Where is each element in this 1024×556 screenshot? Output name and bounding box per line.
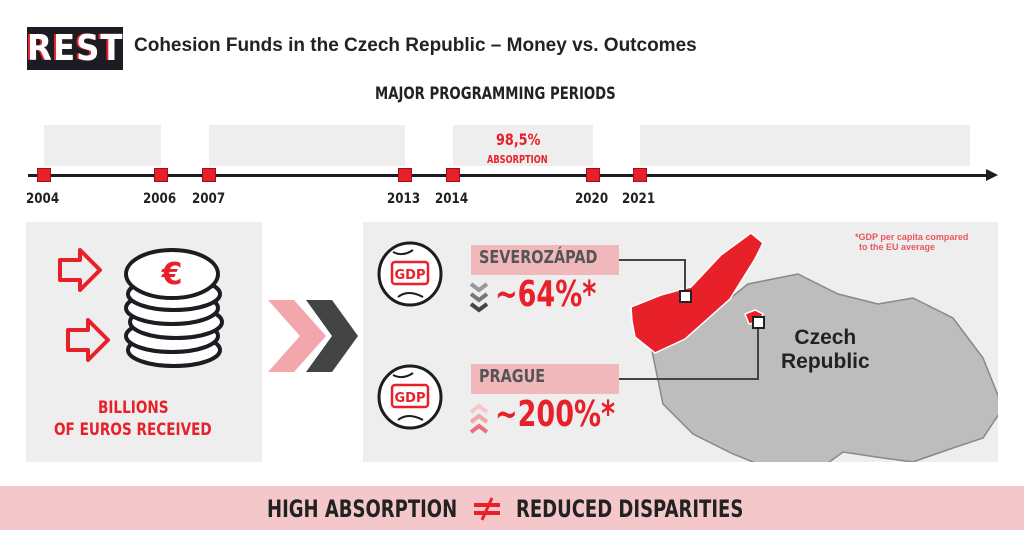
euro-coins-icon: € [58, 248, 224, 368]
czech-map [630, 232, 998, 462]
year-marker [446, 168, 460, 182]
timeline-axis [28, 174, 990, 177]
period-box [44, 125, 161, 166]
year-label: 2007 [192, 191, 226, 207]
footnote: *GDP per capita compared to the EU avera… [855, 232, 969, 252]
arrow-right-icon [58, 248, 110, 362]
outcomes-panel: GDP GDP SEVEROZÁPAD ~64%* PRAGUE ~200%* … [363, 222, 998, 462]
year-marker [154, 168, 168, 182]
period-box [640, 125, 970, 166]
arrow-head-icon [986, 169, 998, 181]
chevron-up-icon [469, 403, 489, 434]
gdp-badge: GDP [395, 391, 426, 406]
region-label-prague: PRAGUE [471, 364, 619, 394]
timeline-heading: MAJOR PROGRAMMING PERIODS [375, 84, 616, 104]
period-box [209, 125, 405, 166]
funds-panel: € BILLIONS OF EUROS RECEIVED [26, 222, 262, 462]
period-box [453, 125, 593, 166]
billions-text: BILLIONS [98, 398, 169, 418]
severozapad-value: ~64%* [495, 274, 597, 315]
not-equal-icon [474, 497, 500, 521]
region-label-severozapad: SEVEROZÁPAD [471, 245, 619, 275]
absorption-value: 98,5% [496, 130, 541, 149]
severozapad-region [630, 232, 764, 354]
chevron-right-icon [268, 300, 358, 372]
year-marker [202, 168, 216, 182]
chevron-down-icon [469, 282, 489, 313]
svg-text:€: € [161, 257, 183, 292]
year-label: 2020 [575, 191, 609, 207]
euros-received-text: OF EUROS RECEIVED [54, 420, 212, 440]
map-label: Czech Republic [781, 326, 870, 373]
gdp-badge: GDP [395, 268, 426, 283]
year-label: 2004 [26, 191, 60, 207]
year-marker [633, 168, 647, 182]
year-label: 2014 [435, 191, 469, 207]
year-marker [398, 168, 412, 182]
prague-value: ~200%* [495, 394, 616, 435]
absorption-label: ABSORPTION [487, 153, 548, 166]
year-label: 2006 [143, 191, 177, 207]
high-absorption-text: HIGH ABSORPTION [267, 495, 458, 523]
conclusion-banner: HIGH ABSORPTION REDUCED DISPARITIES [0, 486, 1024, 530]
year-marker [586, 168, 600, 182]
year-label: 2021 [622, 191, 656, 207]
year-label: 2013 [387, 191, 421, 207]
page-title: Cohesion Funds in the Czech Republic – M… [134, 35, 697, 56]
year-marker [37, 168, 51, 182]
reduced-disparities-text: REDUCED DISPARITIES [516, 495, 744, 523]
rest-logo: REST [27, 27, 124, 70]
